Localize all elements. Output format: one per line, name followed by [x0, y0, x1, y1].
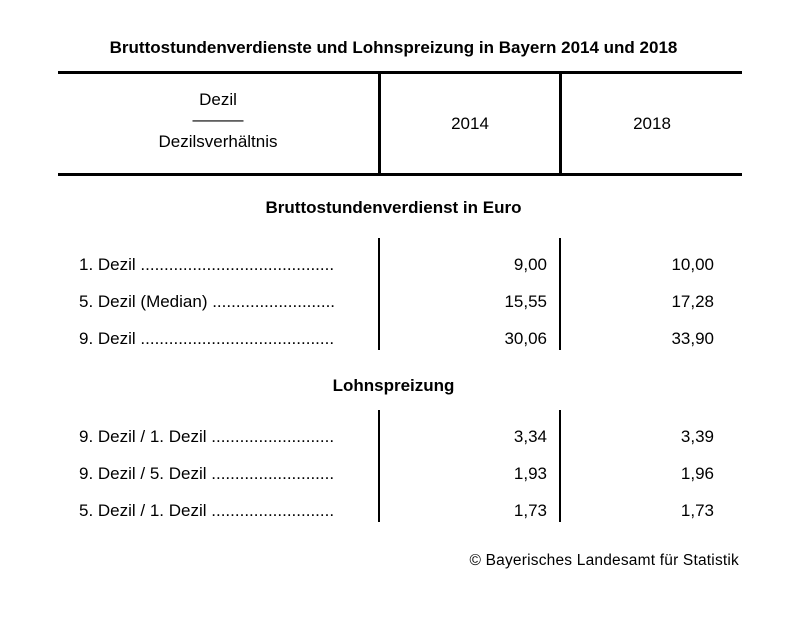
row-label: 9. Dezil ...............................…	[79, 329, 335, 348]
header-ratio-label: Dezilsverhältnis	[158, 132, 278, 151]
row-label: 5. Dezil (Median) ......................…	[79, 292, 336, 311]
row-value-2014: 15,55	[504, 292, 547, 311]
source-footer: © Bayerisches Landesamt für Statistik	[469, 552, 739, 569]
row-value-2014: 9,00	[513, 255, 547, 274]
row-value-2018: 1,73	[680, 501, 714, 520]
header-dezil-label: Dezil	[199, 90, 237, 109]
header-divider-2	[559, 74, 562, 173]
header-separator: ―――	[192, 110, 244, 129]
row-value-2014: 30,06	[504, 329, 547, 348]
section-heading-earnings: Bruttostundenverdienst in Euro	[265, 198, 522, 217]
section1-divider-1	[378, 238, 380, 350]
row-value-2018: 33,90	[671, 329, 714, 348]
row-value-2014: 1,93	[513, 464, 547, 483]
section2-divider-1	[378, 410, 380, 522]
header-bottom-rule	[58, 173, 742, 176]
header-divider-1	[378, 74, 381, 173]
section-heading-wage-spread: Lohnspreizung	[332, 376, 455, 395]
header-col-2014: 2014	[451, 114, 489, 133]
section2-divider-2	[559, 410, 561, 522]
row-label: 1. Dezil ...............................…	[79, 255, 335, 274]
header-top-rule	[58, 71, 742, 74]
section1-divider-2	[559, 238, 561, 350]
row-value-2018: 17,28	[671, 292, 714, 311]
row-value-2018: 1,96	[680, 464, 714, 483]
row-value-2018: 10,00	[671, 255, 714, 274]
row-value-2018: 3,39	[680, 427, 714, 446]
row-value-2014: 1,73	[513, 501, 547, 520]
header-col-dezil: Dezil ――― Dezilsverhältnis	[58, 90, 378, 152]
row-value-2014: 3,34	[513, 427, 547, 446]
row-label: 5. Dezil / 1. Dezil ....................…	[79, 501, 335, 520]
table-title: Bruttostundenverdienste und Lohnspreizun…	[109, 38, 678, 57]
row-label: 9. Dezil / 5. Dezil ....................…	[79, 464, 335, 483]
row-label: 9. Dezil / 1. Dezil ....................…	[79, 427, 335, 446]
header-col-2018: 2018	[633, 114, 671, 133]
